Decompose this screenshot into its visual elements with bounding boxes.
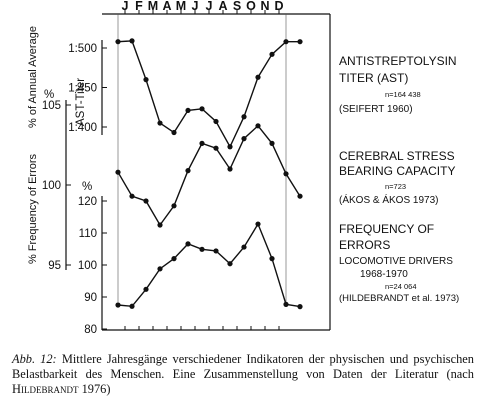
data-point [129,193,135,199]
cerebral-source-label: (ÁKOS & ÁKOS 1973) [339,193,439,206]
errors-tick-label: 100 [78,260,97,272]
data-point [143,198,149,204]
series-labels: ANTISTREPTOLYSIN TITER (AST) n=164 438 (SEI… [339,54,459,304]
cerebral-tick-label: 100 [42,180,61,192]
caption-year: 1976) [81,382,111,396]
caption-text: Mittlere Jahresgänge verschiedener Indik… [12,352,474,381]
data-point [241,114,247,120]
errors-label-line: FREQUENCY OF [339,222,434,236]
cerebral-tick-label: 105 [42,100,61,112]
ast-label-line: TITER (AST) [339,71,408,85]
caption-author: Hildebrandt [12,382,79,396]
errors-sublabel-line: 1968-1970 [360,269,408,280]
ast-tick-label: 1:450 [68,83,97,95]
data-point [115,302,121,308]
cerebral-label-line: BEARING CAPACITY [339,164,455,178]
errors-axis-title: % Frequency of Errors [27,153,39,264]
month-label: J [122,0,129,13]
errors-sublabel-line: LOCOMOTIVE DRIVERS [339,256,453,267]
errors-unit: % [82,181,92,193]
cerebral-tick-label: 95 [48,260,61,272]
errors-source-label: (HILDEBRANDT et al. 1973) [339,293,459,304]
month-label: A [218,0,227,13]
data-point [185,168,191,174]
data-point [185,241,191,247]
errors-tick-label: 110 [79,228,97,240]
data-point [241,136,247,142]
series-line-1 [117,40,300,149]
axes: 1:500 1:450 1:400 105 100 95 120 110 100 90 80%% AS… [27,26,107,336]
data-point [171,256,177,262]
data-point [213,145,219,151]
ast-source-label: (SEIFERT 1960) [339,104,413,115]
data-point [115,39,121,45]
month-label: J [192,0,199,13]
data-point [255,123,261,129]
data-point [171,203,177,209]
month-label: M [176,0,186,13]
data-point [199,106,205,112]
data-point [199,140,205,146]
month-label: S [233,0,241,13]
data-point [213,118,219,125]
figure-caption: Abb. 12: Mittlere Jahresgänge verschiede… [12,352,474,397]
month-label: N [260,0,269,13]
errors-tick-label: 80 [84,324,97,336]
data-point [213,248,219,254]
data-point [283,39,289,45]
data-point [129,38,135,44]
month-label: F [135,0,143,13]
data-point [115,169,121,175]
data-point [269,256,275,262]
data-point [185,107,191,114]
month-label: J [206,0,213,13]
month-label: O [246,0,256,13]
data-point [227,144,233,150]
data-point [157,222,163,228]
month-label: A [162,0,171,13]
cerebral-axis-title: % of Annual Average [27,26,39,128]
ast-tick-label: 1:500 [68,43,97,55]
data-point [227,166,233,172]
data-point [283,171,289,177]
data-point [227,261,233,267]
data-point [269,140,275,146]
cerebral-label-line: CEREBRAL STRESS [339,149,455,163]
errors-tick-label: 90 [84,292,97,304]
data-point [143,286,149,292]
plot-area [115,38,303,310]
data-point [283,301,289,307]
ast-n-label: n=164 438 [385,90,421,99]
errors-n-label: n=24 064 [385,282,417,291]
data-point [297,193,303,199]
ast-axis-title: AST-Titer [75,78,87,126]
data-point [241,244,247,250]
data-point [255,74,261,80]
caption-lead: Abb. 12: [12,352,57,366]
cerebral-unit: % [44,89,54,101]
data-point [297,304,303,310]
data-point [255,221,261,227]
data-point [143,77,149,83]
errors-tick-label: 120 [78,196,97,208]
data-point [199,246,205,252]
data-point [297,39,303,45]
month-label: M [148,0,158,13]
data-point [157,120,163,126]
data-point [157,266,163,272]
data-point [171,129,177,136]
month-label: D [274,0,283,13]
cerebral-n-label: n=723 [385,182,406,191]
data-point [129,303,135,309]
errors-label-line: ERRORS [339,238,390,252]
ast-tick-label: 1:400 [68,122,97,134]
series-line-2 [117,124,301,227]
chart-frame [65,13,331,331]
ast-label-line: ANTISTREPTOLYSIN [339,54,457,68]
data-point [269,51,275,57]
series-line-3 [117,222,301,308]
